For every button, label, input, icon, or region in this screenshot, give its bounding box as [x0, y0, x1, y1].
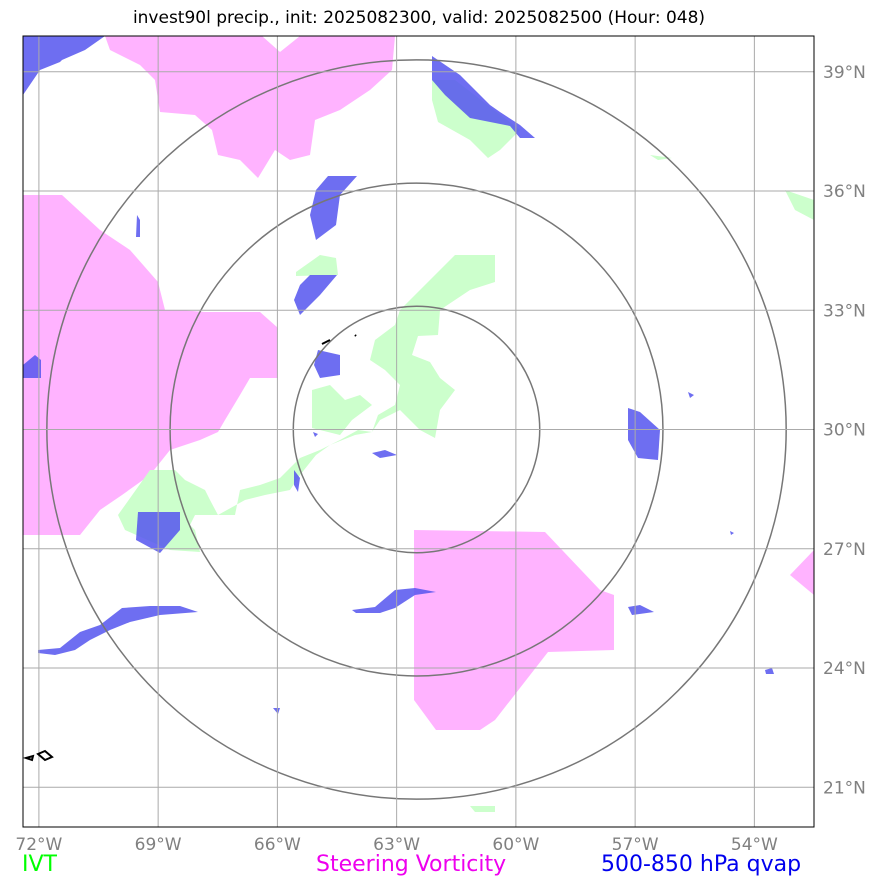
latitude-tick-labels: 39°N 36°N 33°N 30°N 27°N 24°N 21°N	[823, 63, 866, 798]
longitude-tick-labels: 72°W 69°W 66°W 63°W 60°W 57°W 54°W	[15, 835, 778, 855]
longitude-tick-label: 57°W	[612, 835, 659, 855]
longitude-tick-label: 69°W	[135, 835, 182, 855]
bermuda-island	[321, 339, 331, 345]
latitude-tick-label: 39°N	[823, 63, 866, 83]
legend-ivt: IVT	[22, 852, 57, 877]
latitude-tick-label: 30°N	[823, 421, 866, 441]
lat-lon-gridlines	[23, 36, 814, 827]
legend-vorticity: Steering Vorticity	[316, 852, 507, 877]
coastline	[23, 334, 357, 762]
latitude-tick-label: 36°N	[823, 182, 866, 202]
latitude-tick-label: 24°N	[823, 659, 866, 679]
longitude-tick-label: 72°W	[15, 835, 62, 855]
hispaniola-coast	[23, 749, 54, 762]
map-title: invest90l precip., init: 2025082300, val…	[132, 8, 706, 28]
plot-frame	[22, 35, 815, 828]
longitude-tick-label: 54°W	[731, 835, 778, 855]
longitude-tick-label: 66°W	[254, 835, 301, 855]
longitude-tick-label: 60°W	[492, 835, 539, 855]
latitude-tick-label: 33°N	[823, 301, 866, 321]
latitude-tick-label: 27°N	[823, 540, 866, 560]
legend-qvap: 500-850 hPa qvap	[601, 852, 802, 877]
latitude-tick-label: 21°N	[823, 778, 866, 798]
qvap-field	[23, 36, 774, 714]
longitude-tick-label: 63°W	[373, 835, 420, 855]
